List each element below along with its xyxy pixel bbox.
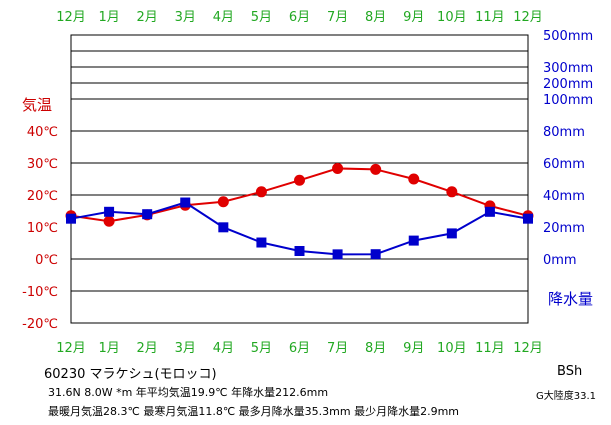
month-label-top: 7月 [327, 10, 348, 25]
precipitation-point [104, 206, 115, 217]
plot-frame [70, 34, 529, 324]
month-label-top: 10月 [437, 10, 467, 25]
precipitation-point [446, 228, 457, 239]
precipitation-point [142, 209, 153, 220]
month-label-top: 2月 [137, 10, 158, 25]
right-axis-title: 降水量 [548, 290, 593, 308]
precipitation-point [408, 235, 419, 246]
precipitation-point [256, 237, 267, 248]
left-tick-label: 20℃ [27, 189, 58, 204]
climate-code: BSh [557, 364, 583, 379]
temperature-point [217, 196, 229, 208]
temperature-point [370, 163, 382, 175]
plot-border [70, 34, 529, 324]
month-label-top: 6月 [289, 10, 310, 25]
right-tick-label: 200mm [543, 77, 593, 92]
left-tick-label: 40℃ [27, 125, 58, 140]
month-label-bottom: 10月 [437, 341, 467, 356]
month-label-bottom: 6月 [289, 341, 310, 356]
precipitation-series [66, 197, 533, 260]
precipitation-point [332, 249, 343, 260]
left-tick-label: 0℃ [35, 253, 58, 268]
continentality-index: G大陸度33.1 [536, 391, 597, 402]
month-label-top: 1月 [98, 10, 119, 25]
precipitation-point [523, 213, 533, 224]
month-label-bottom: 9月 [403, 341, 424, 356]
month-label-top: 8月 [365, 10, 386, 25]
station-extremes: 最暖月気温28.3℃ 最寒月気温11.8℃ 最多月降水量35.3mm 最少月降水… [48, 405, 460, 418]
right-tick-label: 300mm [543, 61, 593, 76]
right-tick-label: 500mm [543, 29, 593, 44]
right-tick-label: 60mm [543, 157, 585, 172]
temperature-point [446, 186, 458, 198]
left-tick-label: -20℃ [22, 317, 58, 332]
temperature-point [294, 174, 305, 186]
month-label-top: 9月 [403, 10, 424, 25]
month-label-bottom: 5月 [251, 341, 272, 356]
month-label-bottom: 4月 [213, 341, 234, 356]
right-tick-label: 20mm [543, 221, 585, 236]
month-label-top: 3月 [175, 10, 196, 25]
month-label-top: 12月 [56, 10, 86, 25]
precipitation-point [484, 206, 495, 217]
right-tick-label: 100mm [543, 93, 593, 108]
bottom-month-labels: 12月 1月 2月 3月 4月 5月 6月 7月 8月 9月 10月 11月 12月 [56, 341, 543, 356]
precipitation-point [218, 222, 229, 233]
temperature-point [408, 173, 420, 185]
temperature-point [255, 186, 267, 198]
station-summary: 31.6N 8.0W *m 年平均気温19.9℃ 年降水量212.6mm [48, 386, 329, 399]
right-tick-label: 40mm [543, 189, 585, 204]
month-label-bottom: 7月 [327, 341, 348, 356]
month-label-top: 12月 [513, 10, 543, 25]
station-name: 60230 マラケシュ(モロッコ) [44, 367, 217, 382]
left-tick-label: -10℃ [22, 285, 58, 300]
month-label-top: 5月 [251, 10, 272, 25]
month-label-bottom: 12月 [513, 341, 543, 356]
temperature-point [103, 215, 115, 227]
precipitation-point [180, 197, 191, 208]
month-label-bottom: 1月 [98, 341, 119, 356]
right-tick-label: 0mm [543, 253, 577, 268]
left-tick-label: 10℃ [27, 221, 58, 236]
left-axis-title: 気温 [22, 96, 52, 114]
month-label-top: 4月 [213, 10, 234, 25]
left-tick-label: 30℃ [27, 157, 58, 172]
month-label-bottom: 12月 [56, 341, 86, 356]
left-axis: 気温 40℃ 30℃ 20℃ 10℃ 0℃ -10℃ -20℃ [22, 96, 58, 332]
month-label-bottom: 11月 [475, 341, 505, 356]
right-tick-label: 80mm [543, 125, 585, 140]
precipitation-point [370, 249, 381, 260]
top-month-labels: 12月 1月 2月 3月 4月 5月 6月 7月 8月 9月 10月 11月 12月 [56, 10, 543, 25]
month-label-top: 11月 [475, 10, 505, 25]
precipitation-point [294, 246, 305, 256]
precipitation-point [66, 213, 76, 224]
month-label-bottom: 8月 [365, 341, 386, 356]
temperature-point [332, 162, 344, 174]
month-label-bottom: 2月 [137, 341, 158, 356]
month-label-bottom: 3月 [175, 341, 196, 356]
